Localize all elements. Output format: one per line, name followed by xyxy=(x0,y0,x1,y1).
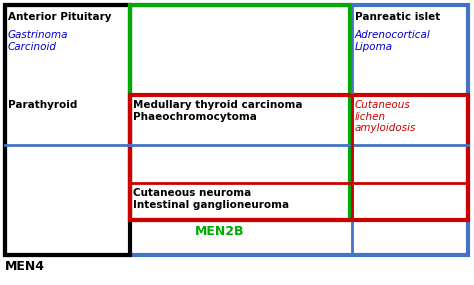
Text: Panreatic islet: Panreatic islet xyxy=(355,12,440,22)
Text: MEN4: MEN4 xyxy=(5,260,45,273)
Bar xyxy=(5,5,468,255)
Text: Anterior Pituitary: Anterior Pituitary xyxy=(8,12,111,22)
Text: Gastrinoma
Carcinoid: Gastrinoma Carcinoid xyxy=(8,30,69,52)
Text: Cutaneous neuroma
Intestinal ganglioneuroma: Cutaneous neuroma Intestinal ganglioneur… xyxy=(133,188,289,209)
Text: Medullary thyroid carcinoma
Phaeochromocytoma: Medullary thyroid carcinoma Phaeochromoc… xyxy=(133,100,302,122)
Text: MEN2B: MEN2B xyxy=(195,225,245,238)
Bar xyxy=(130,95,468,220)
Text: Parathyroid: Parathyroid xyxy=(8,100,77,110)
Text: Adrenocortical
Lipoma: Adrenocortical Lipoma xyxy=(355,30,431,52)
Text: Cutaneous
lichen
amyloidosis: Cutaneous lichen amyloidosis xyxy=(355,100,416,133)
Bar xyxy=(130,5,350,220)
Bar xyxy=(5,5,130,255)
